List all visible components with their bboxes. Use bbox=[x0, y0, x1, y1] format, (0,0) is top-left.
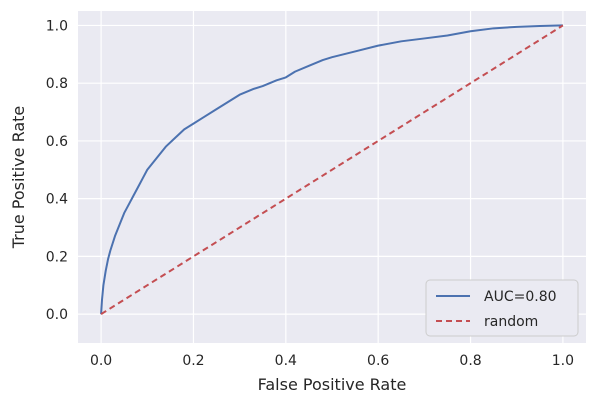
x-tick-label: 0.6 bbox=[367, 353, 389, 369]
y-tick-label: 0.2 bbox=[46, 249, 68, 265]
y-tick-label: 0.8 bbox=[46, 76, 68, 92]
legend-box bbox=[425, 279, 579, 337]
random-baseline-line bbox=[100, 24, 564, 315]
x-tick-label: 1.0 bbox=[552, 353, 574, 369]
tick-labels: 0.0 0.2 0.4 0.6 0.8 1.0 0.0 0.2 0.4 0.6 0.8 1.0 bbox=[46, 18, 574, 369]
y-tick-label: 0.4 bbox=[46, 192, 68, 208]
y-tick-label: 0.0 bbox=[46, 307, 68, 323]
x-tick-label: 0.0 bbox=[90, 353, 112, 369]
x-axis-label: False Positive Rate bbox=[258, 375, 407, 394]
y-tick-label: 0.6 bbox=[46, 134, 68, 150]
legend-label-random: random bbox=[484, 314, 538, 330]
legend-label-auc: AUC=0.80 bbox=[484, 289, 557, 305]
legend: AUC=0.80 random bbox=[425, 279, 579, 337]
x-tick-label: 0.4 bbox=[275, 353, 297, 369]
grid-lines bbox=[78, 11, 586, 343]
y-axis-label: True Positive Rate bbox=[9, 106, 28, 250]
series-layer bbox=[100, 24, 564, 315]
roc-curve-line bbox=[100, 24, 563, 315]
x-tick-label: 0.2 bbox=[182, 353, 204, 369]
x-tick-label: 0.8 bbox=[459, 353, 481, 369]
y-tick-label: 1.0 bbox=[46, 18, 68, 34]
